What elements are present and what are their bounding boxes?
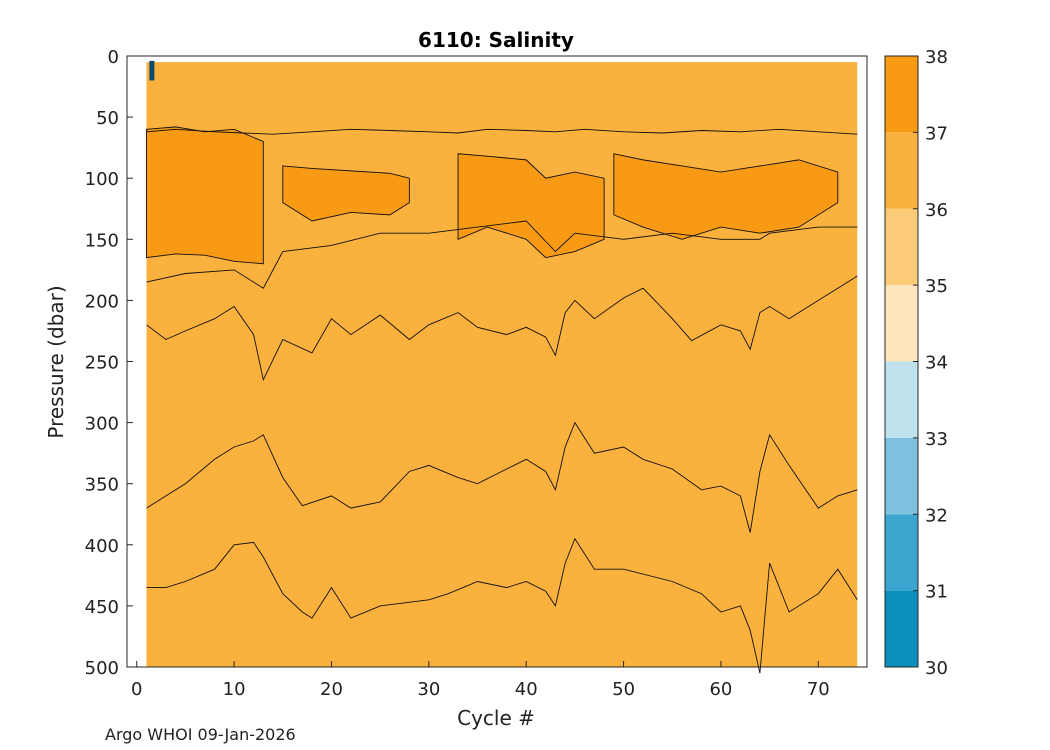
x-axis-label: Cycle # <box>457 706 535 730</box>
chart-title: 6110: Salinity <box>418 28 574 52</box>
plot-area <box>126 55 868 674</box>
y-axis-label: Pressure (dbar) <box>44 285 68 438</box>
contour-line-36.5 <box>146 128 858 135</box>
colorbar-label-33: 33 <box>925 429 948 450</box>
y-tick-label-250: 250 <box>85 353 119 374</box>
x-tick-label-10: 10 <box>223 679 246 700</box>
footer-credit: Argo WHOI 09-Jan-2026 <box>105 725 296 744</box>
colorbar-label-32: 32 <box>925 505 948 526</box>
x-tick-label-70: 70 <box>807 679 830 700</box>
colorbar-label-37: 37 <box>925 123 948 144</box>
high-salinity-core-a <box>146 126 264 265</box>
contour-line-35.3b <box>146 421 858 533</box>
colorbar-band-34 <box>885 285 918 362</box>
high-salinity-core-b <box>282 165 410 222</box>
y-axis: 0 50 100 150 200 250 300 350 400 450 500 <box>85 47 133 679</box>
y-tick-label-50: 50 <box>96 108 119 129</box>
y-tick-label-150: 150 <box>85 230 119 251</box>
y-tick-label-350: 350 <box>85 475 119 496</box>
y-tick-label-450: 450 <box>85 597 119 618</box>
colorbar-band-36 <box>885 132 918 209</box>
colorbar-band-32 <box>885 437 918 515</box>
x-axis: 0 10 20 30 40 50 60 70 <box>131 661 830 700</box>
colorbar: 30 31 32 33 34 35 36 37 38 <box>884 47 948 679</box>
x-tick-label-60: 60 <box>709 679 732 700</box>
colorbar-label-30: 30 <box>925 658 948 679</box>
high-salinity-core-c <box>457 153 605 259</box>
x-tick-label-50: 50 <box>612 679 635 700</box>
colorbar-label-34: 34 <box>925 353 948 374</box>
colorbar-band-31 <box>885 514 918 591</box>
y-tick-label-100: 100 <box>85 169 119 190</box>
y-tick-label-400: 400 <box>85 536 119 557</box>
y-tick-label-0: 0 <box>108 47 119 68</box>
x-tick-label-0: 0 <box>131 679 142 700</box>
y-tick-label-500: 500 <box>85 658 119 679</box>
colorbar-band-35 <box>885 208 918 286</box>
contour-line-35.5 <box>146 220 858 289</box>
colorbar-band-37 <box>885 56 918 133</box>
x-tick-label-40: 40 <box>515 679 538 700</box>
colorbar-label-36: 36 <box>925 200 948 221</box>
x-tick-label-30: 30 <box>417 679 440 700</box>
y-tick-label-200: 200 <box>85 291 119 312</box>
colorbar-label-35: 35 <box>925 276 948 297</box>
colorbar-label-38: 38 <box>925 47 948 68</box>
colorbar-label-31: 31 <box>925 582 948 603</box>
fresh-spike <box>149 60 155 81</box>
y-tick-label-300: 300 <box>85 414 119 435</box>
colorbar-band-33 <box>885 361 918 438</box>
contour-line-35.3c <box>146 537 858 674</box>
contour-line-35.3a <box>146 275 858 382</box>
colorbar-band-30 <box>885 590 918 667</box>
high-salinity-core-d <box>613 153 839 240</box>
x-tick-label-20: 20 <box>320 679 343 700</box>
